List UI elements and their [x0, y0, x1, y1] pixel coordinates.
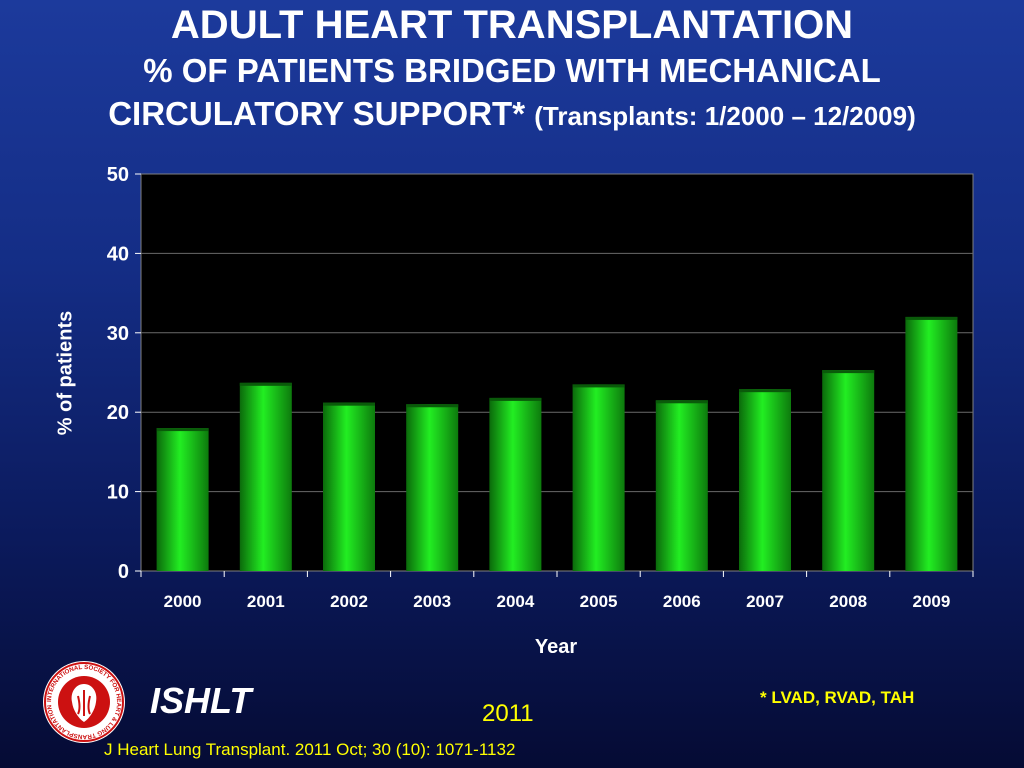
y-axis-label: % of patients [54, 310, 77, 436]
x-tick-label: 2000 [164, 592, 202, 611]
x-tick-label: 2009 [912, 592, 950, 611]
x-tick-label: 2004 [496, 592, 534, 611]
ishlt-seal-icon: INTERNATIONAL SOCIETY FOR HEART & LUNG T… [43, 661, 125, 743]
y-tick-label: 20 [107, 402, 129, 424]
report-year: 2011 [482, 700, 534, 727]
x-tick-label: 2006 [663, 592, 701, 611]
x-tick-label: 2002 [330, 592, 368, 611]
ishlt-brand-text: ISHLT [150, 680, 252, 721]
bar-top-edge [655, 400, 708, 404]
x-tick-label: 2003 [413, 592, 451, 611]
x-axis-label: Year [534, 636, 578, 658]
bar-2004 [489, 397, 542, 571]
y-tick-label: 10 [107, 482, 129, 504]
bar-top-edge [739, 389, 791, 393]
bar-2007 [739, 389, 791, 571]
x-tick-label: 2008 [829, 592, 867, 611]
x-axis-ticks: 2000 2001 2002 2003 2004 2005 2006 2007 2008 2009 [140, 571, 974, 611]
bar-top-edge [239, 382, 292, 386]
transplant-date-range: (Transplants: 1/2000 – 12/2009) [534, 101, 916, 131]
y-tick-label: 0 [118, 561, 129, 583]
y-tick-label: 30 [107, 323, 129, 345]
y-tick-label: 50 [107, 164, 129, 186]
bar-2003 [406, 404, 459, 571]
bars [156, 316, 958, 571]
subtitle-main-text: CIRCULATORY SUPPORT* [108, 95, 526, 132]
bar-2008 [822, 370, 875, 571]
bar-top-edge [905, 316, 958, 320]
chart-subtitle-line1: % OF PATIENTS BRIDGED WITH MECHANICAL [143, 52, 881, 89]
bar-top-edge [489, 397, 542, 401]
bar-top-edge [323, 402, 375, 406]
bar-2005 [572, 384, 625, 571]
bar-2001 [239, 382, 292, 571]
footnote: * LVAD, RVAD, TAH [760, 688, 915, 707]
bar-2000 [156, 428, 209, 571]
bar-top-edge [406, 404, 459, 408]
x-tick-label: 2005 [580, 592, 618, 611]
bar-top-edge [822, 370, 875, 374]
bar-2002 [323, 402, 375, 571]
y-tick-label: 40 [107, 243, 129, 265]
x-tick-label: 2007 [746, 592, 784, 611]
citation: J Heart Lung Transplant. 2011 Oct; 30 (1… [104, 740, 516, 759]
y-axis-ticks: 0 10 20 30 40 50 [107, 164, 141, 583]
bar-2006 [655, 400, 708, 571]
bar-top-edge [572, 384, 625, 388]
bar-2009 [905, 316, 958, 571]
chart-subtitle-line2: CIRCULATORY SUPPORT* (Transplants: 1/200… [0, 94, 1024, 136]
chart-title: ADULT HEART TRANSPLANTATION [170, 3, 854, 47]
x-tick-label: 2001 [247, 592, 285, 611]
bar-top-edge [156, 428, 209, 432]
